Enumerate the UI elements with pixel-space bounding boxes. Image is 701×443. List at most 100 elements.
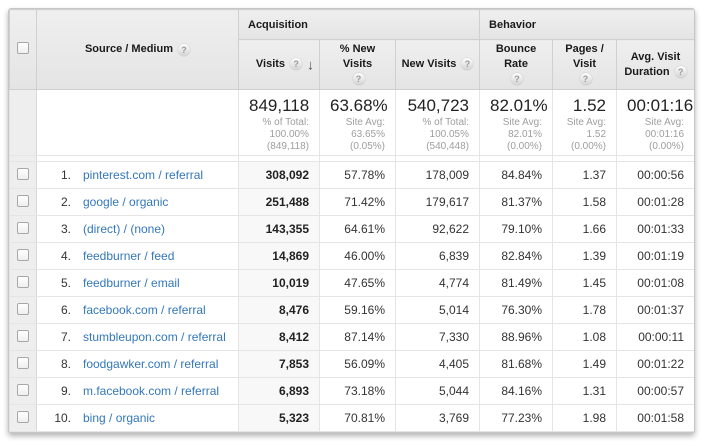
pct-new-visits-value: 59.16% (319, 296, 396, 324)
acquisition-group-label: Acquisition (248, 18, 308, 31)
help-icon[interactable]: ? (511, 73, 524, 86)
source-medium-link[interactable]: stumbleupon.com / referral (83, 330, 226, 344)
bounce-rate-value: 76.30% (479, 296, 554, 324)
row-checkbox[interactable] (17, 248, 29, 261)
row-checkbox-cell (9, 215, 37, 243)
row-checkbox-cell (9, 269, 37, 297)
row-rank: 2. (60, 195, 71, 209)
row-checkbox-cell (9, 377, 37, 405)
avg-duration-value: 00:01:22 (616, 350, 694, 378)
pct-new-visits-value: 70.81% (319, 404, 396, 432)
visits-value: 143,355 (238, 215, 320, 243)
help-icon[interactable]: ? (579, 73, 592, 86)
bounce-rate-column-header[interactable]: Bounce Rate ? (479, 39, 554, 90)
summary-new-visits: 540,723 % of Total: 100.05% (540,448) (394, 89, 481, 156)
source-medium-link[interactable]: (direct) / (none) (83, 222, 166, 236)
avg-duration-value: 00:01:37 (616, 296, 694, 324)
pages-visit-value: 1.66 (552, 215, 618, 243)
summary-source-cell (36, 89, 239, 156)
row-checkbox[interactable] (17, 167, 29, 180)
pct-new-visits-value: 46.00% (319, 242, 396, 270)
bounce-rate-value: 81.49% (479, 269, 554, 297)
source-medium-link[interactable]: pinterest.com / referral (83, 168, 204, 182)
table-row: 6. facebook.com / referral 8,476 59.16% 5… (9, 296, 694, 324)
new-visits-header-label: New Visits (401, 58, 457, 70)
new-visits-value: 5,014 (394, 296, 481, 324)
visits-value: 8,476 (238, 296, 320, 324)
pages-visit-value: 1.45 (552, 269, 618, 297)
table-row: 1. pinterest.com / referral 308,092 57.78… (9, 161, 694, 189)
pages-visit-value: 1.49 (552, 350, 618, 378)
row-checkbox[interactable] (17, 302, 29, 315)
table-row: 9. m.facebook.com / referral 6,893 73.18%… (9, 377, 694, 405)
avg-duration-column-header[interactable]: Avg. Visit Duration ? (616, 39, 694, 90)
bounce-rate-value: 79.10% (479, 215, 554, 243)
source-medium-table: Source / Medium ? Acquisition Behavior V… (9, 9, 694, 432)
row-rank: 10. (54, 411, 71, 425)
summary-visits: 849,118 % of Total: 100.00% (849,118) (238, 89, 320, 156)
avg-duration-value: 00:01:19 (616, 242, 694, 270)
row-checkbox-cell (9, 242, 37, 270)
row-checkbox[interactable] (17, 410, 29, 423)
pages-visit-value: 1.39 (552, 242, 618, 270)
visits-value: 308,092 (238, 161, 320, 189)
source-medium-link[interactable]: foodgawker.com / referral (83, 357, 219, 371)
row-checkbox[interactable] (17, 329, 29, 342)
pages-visit-value: 1.37 (552, 161, 618, 189)
source-medium-link[interactable]: facebook.com / referral (83, 303, 206, 317)
select-all-checkbox[interactable] (17, 42, 29, 54)
help-icon[interactable]: ? (290, 58, 303, 71)
source-medium-link[interactable]: feedburner / feed (83, 249, 175, 263)
visits-value: 5,323 (238, 404, 320, 432)
row-rank: 8. (60, 357, 71, 371)
summary-pct-new-visits: 63.68% Site Avg: 63.65% (0.05%) (319, 89, 396, 156)
row-checkbox-cell (9, 161, 37, 189)
sort-descending-icon[interactable]: ↓ (307, 56, 314, 72)
new-visits-value: 4,405 (394, 350, 481, 378)
table-row: 7. stumbleupon.com / referral 8,412 87.14… (9, 323, 694, 351)
visits-column-header[interactable]: Visits ? ↓ (238, 39, 320, 90)
pages-visit-value: 1.98 (552, 404, 618, 432)
row-checkbox[interactable] (17, 221, 29, 234)
row-checkbox-cell (9, 350, 37, 378)
help-icon[interactable]: ? (674, 65, 687, 78)
help-icon[interactable]: ? (461, 58, 474, 71)
row-checkbox[interactable] (17, 275, 29, 288)
row-checkbox[interactable] (17, 383, 29, 396)
source-medium-header[interactable]: Source / Medium ? (36, 9, 239, 90)
pct-new-visits-column-header[interactable]: % New Visits ? (319, 39, 396, 90)
bounce-rate-value: 84.16% (479, 377, 554, 405)
bounce-rate-value: 77.23% (479, 404, 554, 432)
pages-visit-value: 1.78 (552, 296, 618, 324)
pct-new-visits-value: 47.65% (319, 269, 396, 297)
new-visits-value: 6,839 (394, 242, 481, 270)
bounce-rate-value: 84.84% (479, 161, 554, 189)
pages-visit-value: 1.58 (552, 188, 618, 216)
table-row: 10. bing / organic 5,323 70.81% 3,769 77.… (9, 404, 694, 432)
source-medium-link[interactable]: google / organic (83, 195, 169, 209)
row-rank: 1. (60, 168, 71, 182)
summary-row: 849,118 % of Total: 100.00% (849,118) 63.6… (9, 89, 694, 156)
group-header-row: Source / Medium ? Acquisition Behavior (9, 9, 694, 90)
new-visits-column-header[interactable]: New Visits ? (394, 39, 481, 90)
pages-visit-column-header[interactable]: Pages / Visit ? (552, 39, 618, 90)
source-medium-link[interactable]: bing / organic (83, 411, 156, 425)
new-visits-value: 5,044 (394, 377, 481, 405)
row-checkbox[interactable] (17, 194, 29, 207)
visits-value: 10,019 (238, 269, 320, 297)
source-medium-link[interactable]: m.facebook.com / referral (83, 384, 220, 398)
avg-duration-value: 00:00:11 (616, 323, 694, 351)
row-checkbox[interactable] (17, 356, 29, 369)
summary-bounce-rate: 82.01% Site Avg: 82.01% (0.00%) (479, 89, 554, 156)
new-visits-value: 7,330 (394, 323, 481, 351)
pct-new-visits-value: 64.61% (319, 215, 396, 243)
source-medium-header-label: Source / Medium (84, 43, 173, 56)
summary-checkbox-cell (9, 89, 37, 156)
source-medium-link[interactable]: feedburner / email (83, 276, 180, 290)
visits-value: 8,412 (238, 323, 320, 351)
avg-duration-value: 00:01:08 (616, 269, 694, 297)
pages-visit-header-label: Pages / Visit (565, 43, 604, 70)
help-icon[interactable]: ? (178, 43, 191, 56)
row-rank: 9. (60, 384, 71, 398)
help-icon[interactable]: ? (352, 73, 365, 86)
